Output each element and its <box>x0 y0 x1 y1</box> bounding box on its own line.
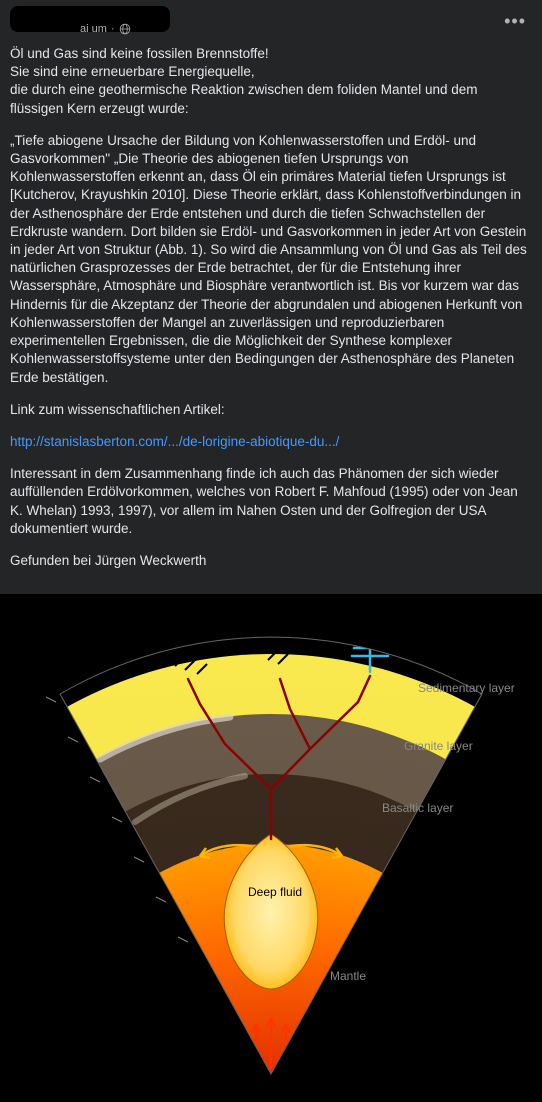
post-attribution: Gefunden bei Jürgen Weckwerth <box>10 552 532 570</box>
label-sedimentary: Sedimentary layer <box>418 681 515 695</box>
meta-separator: · <box>111 22 115 37</box>
globe-icon <box>119 23 131 35</box>
label-mantle: Mantle <box>330 969 366 983</box>
post-body: Öl und Gas sind keine fossilen Brennstof… <box>0 41 542 594</box>
intro-line-2: Sie sind eine erneuerbare Energiequelle, <box>10 64 255 79</box>
meta-text: ai um <box>80 22 107 37</box>
earth-cross-section-diagram: Sedimentary layer Granite layer Basaltic… <box>0 594 542 1102</box>
link-intro: Link zum wissenschaftlichen Artikel: <box>10 401 532 419</box>
label-granite: Granite layer <box>404 739 473 753</box>
label-basaltic: Basaltic layer <box>382 801 453 815</box>
article-link[interactable]: http://stanislasberton.com/.../de-lorigi… <box>10 434 339 449</box>
post-meta: ai um · <box>80 22 170 37</box>
label-deep-fluid: Deep fluid <box>248 885 302 899</box>
redacted-author: ai um · <box>10 6 170 37</box>
link-line: http://stanislasberton.com/.../de-lorigi… <box>10 433 532 451</box>
intro-line-1: Öl und Gas sind keine fossilen Brennstof… <box>10 46 269 61</box>
post-header: ai um · ••• <box>0 0 542 41</box>
header-left: ai um · <box>10 6 170 37</box>
post-paragraph-intro: Öl und Gas sind keine fossilen Brennstof… <box>10 45 532 118</box>
intro-line-3: die durch eine geothermische Reaktion zw… <box>10 82 478 115</box>
post-paragraph-phenomenon: Interessant in dem Zusammenhang finde ic… <box>10 465 532 538</box>
post-paragraph-quote: „Tiefe abiogene Ursache der Bildung von … <box>10 132 532 387</box>
more-actions-button[interactable]: ••• <box>498 8 532 34</box>
